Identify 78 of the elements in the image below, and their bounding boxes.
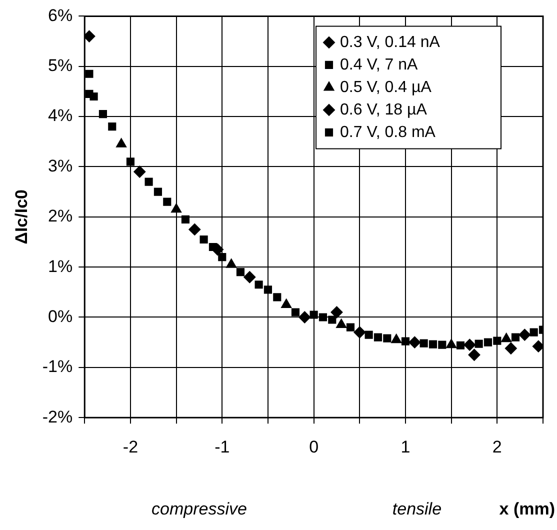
point <box>116 138 127 148</box>
point <box>401 337 410 346</box>
point <box>493 336 502 345</box>
point <box>468 348 480 361</box>
y-tick-label: 3% <box>48 156 73 176</box>
point <box>330 306 343 318</box>
point <box>298 311 311 324</box>
point <box>244 271 256 284</box>
point <box>226 258 237 268</box>
y-tick-label: 2% <box>48 206 73 226</box>
x-tick-label: -1 <box>214 437 230 456</box>
x-tick-label: -2 <box>122 437 138 456</box>
point <box>188 223 201 236</box>
legend-label: 0.4 V, 7 nA <box>340 56 418 74</box>
point <box>108 122 116 131</box>
point <box>291 308 300 316</box>
point <box>181 215 190 224</box>
point <box>281 298 292 308</box>
point <box>518 328 531 341</box>
point <box>530 328 538 336</box>
y-tick-label: 0% <box>48 306 73 326</box>
legend-label: 0.5 V, 0.4 µA <box>340 78 432 96</box>
point <box>134 166 146 178</box>
point <box>98 110 107 118</box>
point <box>126 158 135 166</box>
y-tick-label: 1% <box>48 256 73 276</box>
point <box>474 340 483 348</box>
point <box>346 323 355 332</box>
point <box>90 92 98 101</box>
point <box>511 333 520 342</box>
y-tick-label: 4% <box>48 106 73 126</box>
point <box>85 70 94 78</box>
point <box>218 253 226 262</box>
point <box>236 268 245 276</box>
point <box>484 338 492 346</box>
point <box>254 280 263 289</box>
text: compressive <box>152 500 247 519</box>
legend-label: 0.3 V, 0.14 nA <box>340 34 440 51</box>
point <box>328 316 336 324</box>
point <box>383 334 392 342</box>
point <box>171 203 182 213</box>
point <box>364 330 373 339</box>
y-tick-label: -2% <box>42 407 73 426</box>
point <box>310 310 318 319</box>
point <box>144 178 153 186</box>
point <box>84 30 96 42</box>
point <box>504 342 517 354</box>
x-tick-label: 0 <box>309 437 319 456</box>
point <box>212 244 224 256</box>
point <box>163 198 172 206</box>
point <box>446 338 457 348</box>
legend-label: 0.7 V, 0.8 mA <box>340 124 436 141</box>
x-tick-label: 2 <box>492 437 502 456</box>
point <box>154 188 162 196</box>
text: tensile <box>392 500 442 519</box>
y-axis-title: ΔIc/Ic0 <box>12 190 31 244</box>
point <box>391 334 402 344</box>
y-tick-label: 5% <box>48 56 73 76</box>
point <box>318 313 328 322</box>
point <box>438 340 446 349</box>
point <box>408 336 421 348</box>
point <box>354 326 366 338</box>
point <box>532 340 543 352</box>
point <box>273 293 282 302</box>
point <box>336 318 347 328</box>
point <box>374 333 382 342</box>
point <box>464 338 476 351</box>
legend-label: 0.6 V, 18 µA <box>340 101 428 118</box>
y-tick-label: -1% <box>42 357 73 376</box>
x-tick-label: 1 <box>400 437 410 456</box>
point <box>200 235 208 244</box>
point <box>456 341 465 350</box>
point <box>428 340 438 348</box>
x-axis-title: x (mm) <box>499 500 555 519</box>
point <box>420 339 428 348</box>
y-tick-label: 6% <box>48 6 73 25</box>
point <box>264 286 272 294</box>
point <box>501 332 512 342</box>
